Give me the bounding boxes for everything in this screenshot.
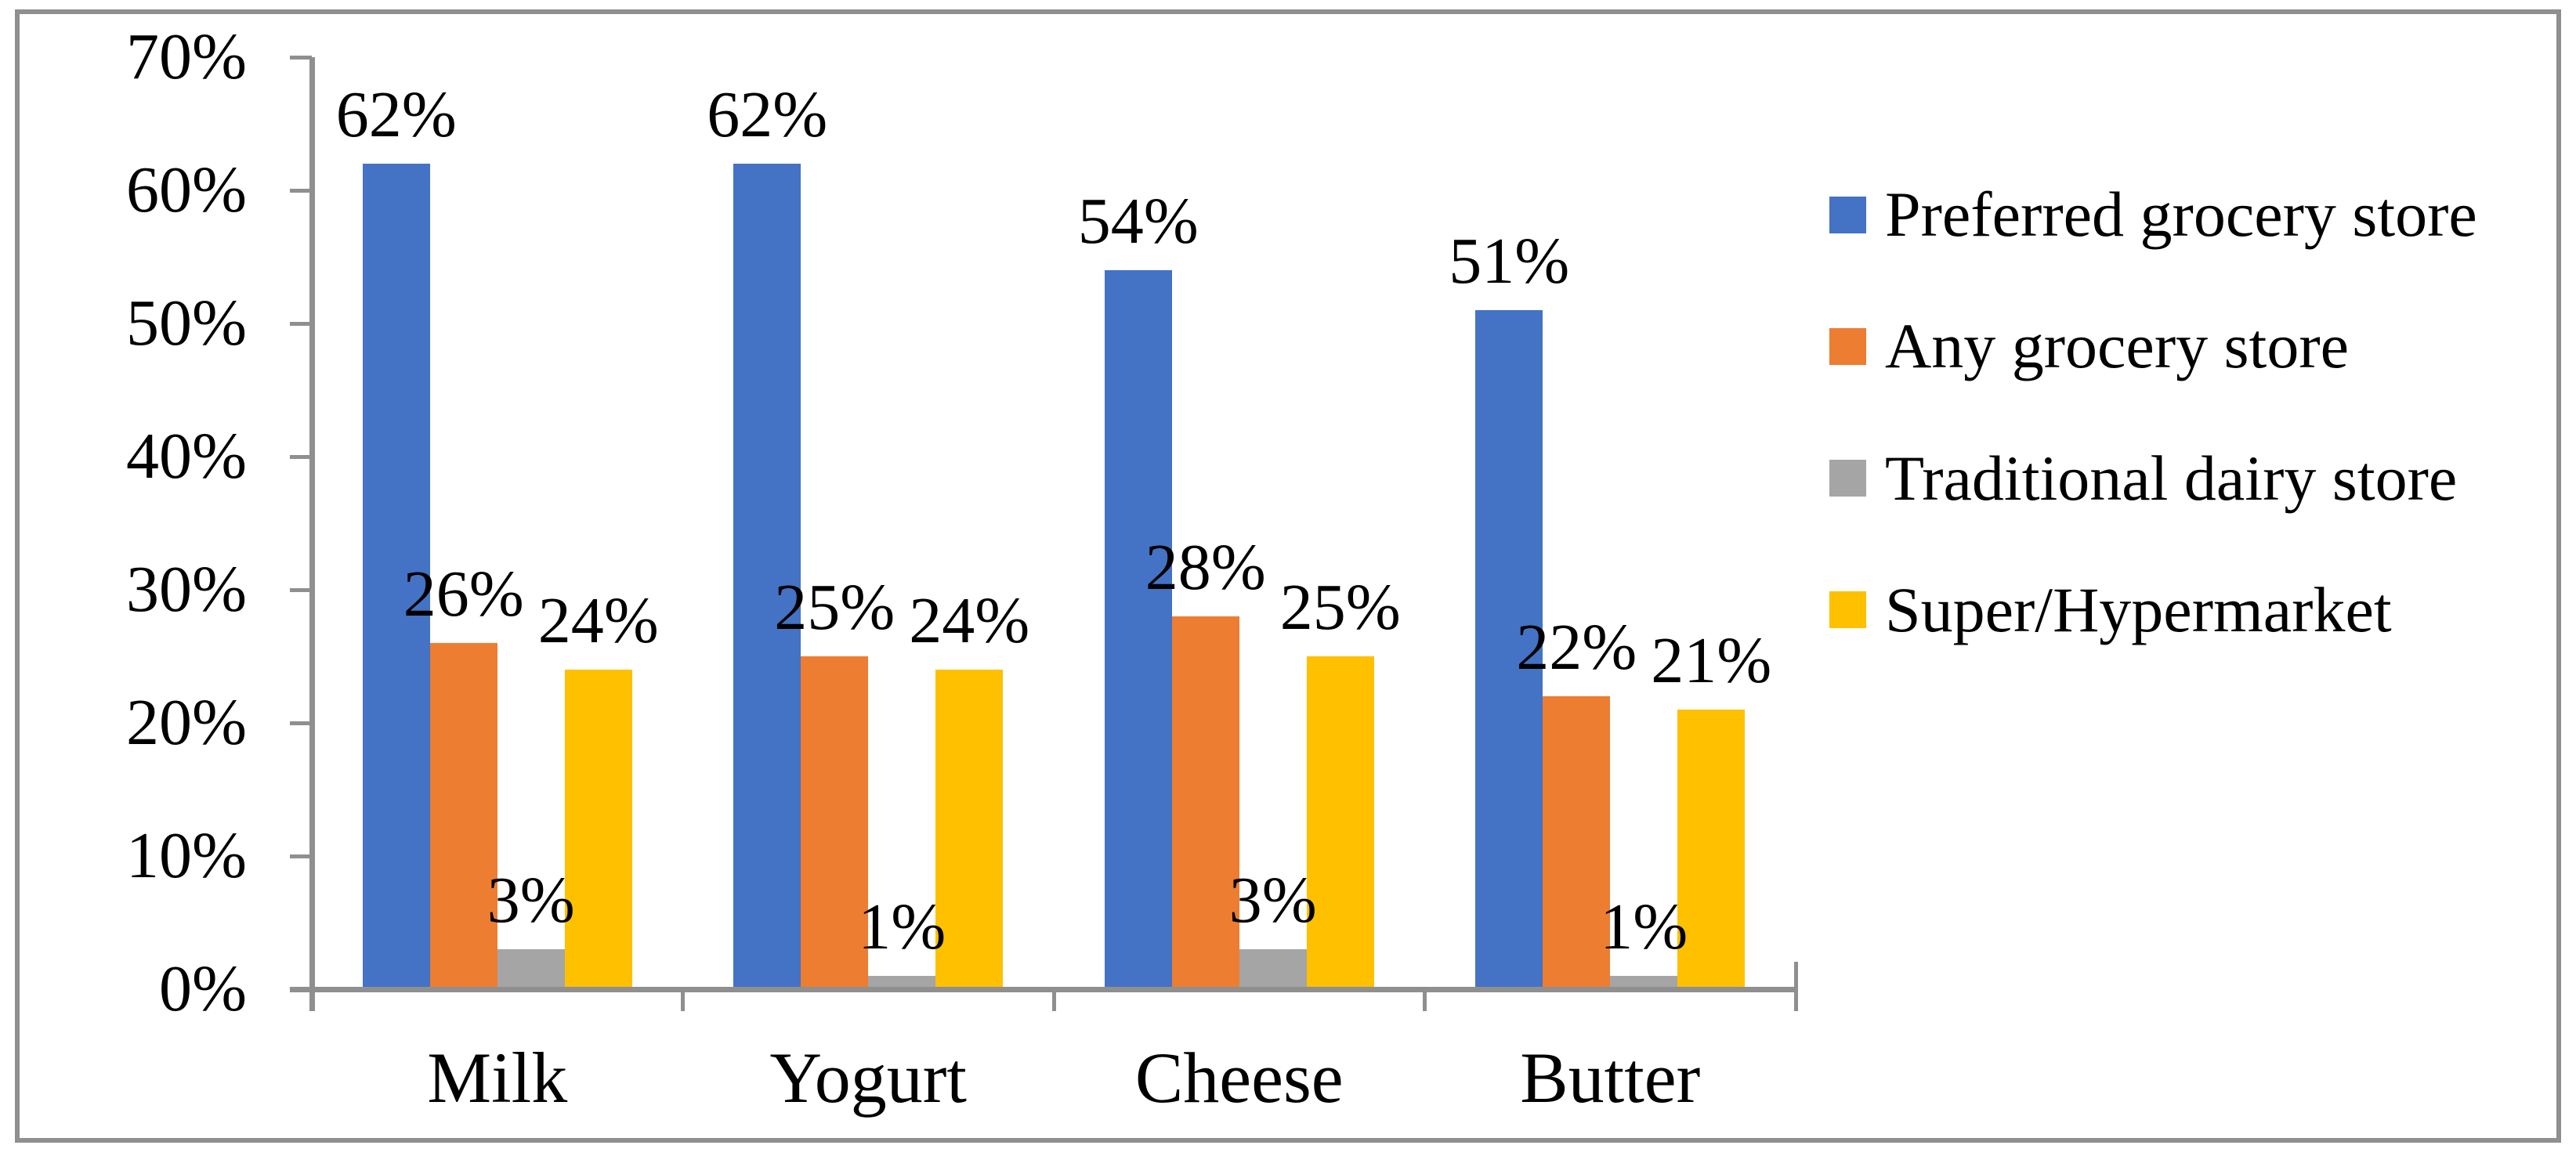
bar-any-grocery-store-cheese bbox=[1171, 616, 1239, 989]
legend-label-preferred-grocery-store: Preferred grocery store bbox=[1885, 179, 2477, 250]
x-axis-label-yogurt: Yogurt bbox=[769, 1038, 967, 1118]
bar-preferred-grocery-store-yogurt bbox=[733, 164, 801, 989]
chart-outer-border bbox=[15, 9, 2561, 1143]
data-label-traditional-dairy-store-cheese: 3% bbox=[1228, 864, 1317, 937]
bar-any-grocery-store-milk bbox=[429, 643, 497, 989]
data-label-preferred-grocery-store-milk: 62% bbox=[335, 78, 457, 151]
x-axis-tick-2 bbox=[1051, 989, 1056, 1011]
x-axis-tick-1 bbox=[681, 989, 685, 1011]
legend-label-traditional-dairy-store: Traditional dairy store bbox=[1885, 442, 2458, 514]
x-axis-label-cheese: Cheese bbox=[1134, 1038, 1344, 1118]
data-label-any-grocery-store-butter: 22% bbox=[1516, 611, 1637, 684]
legend-label-super-hypermarket: Super/Hypermarket bbox=[1885, 573, 2392, 645]
data-label-super-hypermarket-yogurt: 24% bbox=[909, 584, 1030, 657]
legend-swatch-super-hypermarket bbox=[1829, 591, 1866, 629]
y-axis-label-60: 60% bbox=[126, 154, 247, 226]
bar-traditional-dairy-store-milk bbox=[497, 949, 565, 989]
legend-item-any-grocery-store: Any grocery store bbox=[1829, 307, 2349, 385]
data-label-any-grocery-store-milk: 26% bbox=[403, 558, 524, 630]
data-label-preferred-grocery-store-cheese: 54% bbox=[1077, 185, 1199, 258]
bar-traditional-dairy-store-cheese bbox=[1239, 949, 1307, 989]
bar-any-grocery-store-yogurt bbox=[801, 656, 869, 989]
y-axis-tick-60 bbox=[290, 188, 312, 193]
data-label-super-hypermarket-cheese: 25% bbox=[1279, 571, 1401, 644]
data-label-any-grocery-store-yogurt: 25% bbox=[774, 571, 895, 644]
y-axis-tick-30 bbox=[290, 587, 312, 592]
y-axis-label-0: 0% bbox=[159, 952, 247, 1025]
data-label-super-hypermarket-milk: 24% bbox=[537, 584, 659, 657]
bar-super-hypermarket-milk bbox=[564, 670, 632, 989]
bar-super-hypermarket-yogurt bbox=[935, 670, 1004, 989]
legend-swatch-any-grocery-store bbox=[1829, 327, 1866, 365]
y-axis-label-70: 70% bbox=[126, 20, 247, 93]
bar-preferred-grocery-store-butter bbox=[1475, 310, 1543, 989]
y-axis-tick-10 bbox=[290, 854, 312, 858]
y-axis-label-20: 20% bbox=[126, 686, 247, 759]
legend-label-any-grocery-store: Any grocery store bbox=[1885, 310, 2350, 382]
legend-item-super-hypermarket: Super/Hypermarket bbox=[1829, 571, 2392, 649]
legend-item-preferred-grocery-store: Preferred grocery store bbox=[1829, 175, 2477, 254]
data-label-preferred-grocery-store-yogurt: 62% bbox=[707, 78, 828, 151]
data-label-traditional-dairy-store-yogurt: 1% bbox=[858, 890, 946, 963]
y-axis-label-40: 40% bbox=[126, 420, 247, 493]
bar-preferred-grocery-store-milk bbox=[362, 164, 430, 989]
data-label-super-hypermarket-butter: 21% bbox=[1651, 624, 1772, 697]
x-axis-tick-3 bbox=[1423, 989, 1427, 1011]
y-axis-line bbox=[309, 57, 315, 1011]
y-axis-label-10: 10% bbox=[126, 819, 247, 892]
y-axis-tick-40 bbox=[290, 454, 312, 459]
y-axis-tick-50 bbox=[290, 321, 312, 326]
bar-preferred-grocery-store-cheese bbox=[1104, 270, 1172, 989]
data-label-traditional-dairy-store-butter: 1% bbox=[1600, 890, 1688, 963]
y-axis-label-50: 50% bbox=[126, 287, 247, 359]
bar-traditional-dairy-store-butter bbox=[1610, 976, 1678, 989]
x-axis-end-tick-up bbox=[1793, 962, 1798, 989]
legend-swatch-traditional-dairy-store bbox=[1829, 460, 1866, 497]
y-axis-tick-20 bbox=[290, 721, 312, 725]
x-axis-line bbox=[290, 986, 1796, 992]
data-label-traditional-dairy-store-milk: 3% bbox=[487, 864, 575, 937]
x-axis-label-butter: Butter bbox=[1520, 1038, 1701, 1118]
data-label-preferred-grocery-store-butter: 51% bbox=[1449, 225, 1570, 298]
legend-item-traditional-dairy-store: Traditional dairy store bbox=[1829, 439, 2457, 518]
y-axis-label-30: 30% bbox=[126, 553, 247, 626]
bar-super-hypermarket-butter bbox=[1677, 710, 1746, 989]
y-axis-tick-70 bbox=[290, 55, 312, 60]
bar-super-hypermarket-cheese bbox=[1306, 656, 1374, 989]
data-label-any-grocery-store-cheese: 28% bbox=[1145, 531, 1266, 604]
bar-traditional-dairy-store-yogurt bbox=[868, 976, 936, 989]
x-axis-label-milk: Milk bbox=[427, 1038, 568, 1118]
bar-any-grocery-store-butter bbox=[1543, 696, 1611, 989]
legend-swatch-preferred-grocery-store bbox=[1829, 196, 1866, 233]
x-axis-tick-4 bbox=[1793, 989, 1798, 1011]
